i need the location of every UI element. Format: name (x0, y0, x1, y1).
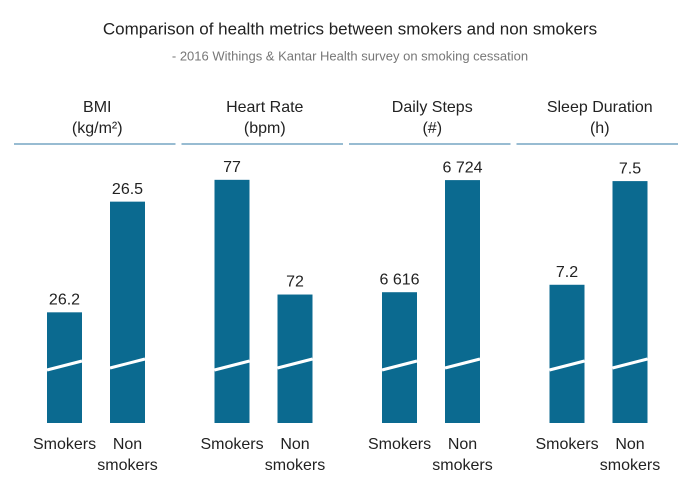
bar (549, 284, 585, 423)
value-label: 72 (286, 274, 304, 291)
chart-subtitle: - 2016 Withings & Kantar Health survey o… (172, 48, 528, 63)
value-label: 26.2 (49, 292, 80, 309)
category-label: Smokers (200, 436, 264, 453)
category-label: Non smokers (599, 436, 661, 474)
category-label: Non smokers (432, 436, 493, 474)
axis-break (46, 359, 83, 372)
bar (214, 179, 250, 423)
axis-break (277, 357, 313, 370)
panel-subtitle: (h) (590, 120, 610, 137)
value-label: 6 724 (442, 159, 482, 176)
category-label: Non smokers (264, 436, 326, 474)
panel-subtitle: (kg/m²) (72, 120, 123, 137)
panel-title: Sleep Duration (547, 99, 653, 116)
panel-subtitle: (#) (422, 120, 442, 137)
bar (277, 294, 313, 423)
axis-break (381, 359, 418, 372)
axis-break (444, 357, 481, 370)
panel-subtitle: (bpm) (244, 120, 286, 137)
category-label: Non smokers (97, 436, 158, 474)
category-label: Smokers (367, 436, 432, 453)
value-label: 7.2 (556, 264, 578, 281)
value-label: 77 (223, 159, 241, 176)
category-label: Smokers (32, 436, 97, 453)
panel-title: BMI (83, 99, 111, 116)
axis-break (214, 359, 250, 372)
bar (612, 181, 648, 423)
value-label: 7.5 (619, 160, 641, 177)
panel-title: Heart Rate (226, 99, 303, 116)
panel-title: Daily Steps (392, 99, 473, 116)
category-label: Smokers (535, 436, 599, 453)
axis-break (549, 359, 585, 372)
bar (110, 201, 145, 423)
value-label: 6 616 (379, 271, 419, 288)
value-label: 26.5 (112, 181, 143, 198)
axis-break (612, 357, 648, 370)
chart-title: Comparison of health metrics between smo… (103, 19, 597, 38)
bar (382, 292, 417, 423)
axis-break (109, 357, 146, 370)
bar (445, 180, 480, 423)
